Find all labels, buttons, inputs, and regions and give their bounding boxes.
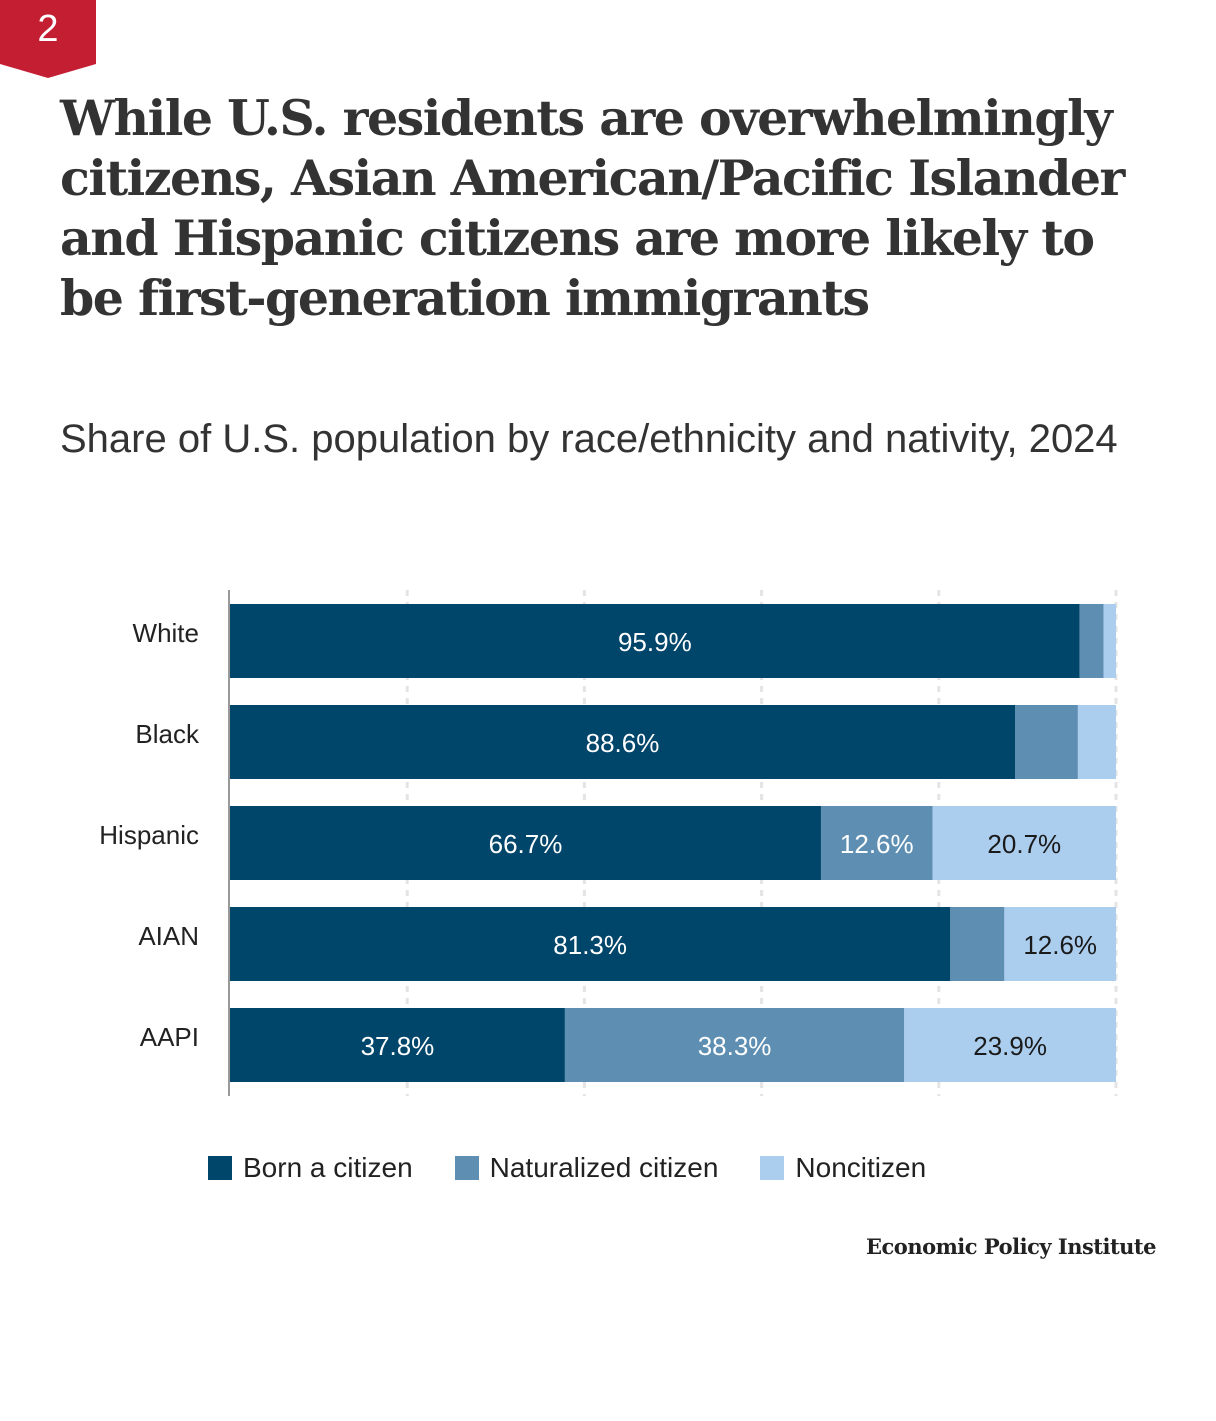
data-label: 12.6%	[840, 829, 914, 859]
bar-segment-noncitizen	[1077, 705, 1116, 779]
legend-item-naturalized: Naturalized citizen	[454, 1152, 719, 1184]
bar-segment-noncitizen	[932, 806, 1116, 880]
legend-label-born: Born a citizen	[243, 1152, 413, 1183]
category-label: Black	[135, 719, 200, 749]
bar-segment-naturalized-citizen	[950, 907, 1005, 981]
legend-swatch-noncitizen	[760, 1156, 785, 1180]
bar-segment-naturalized-citizen	[564, 1008, 905, 1082]
badge-shape-icon	[0, 0, 96, 78]
legend-item-noncitizen: Noncitizen	[760, 1152, 926, 1184]
legend: Born a citizen Naturalized citizen Nonci…	[208, 1152, 968, 1184]
legend-label-naturalized: Naturalized citizen	[489, 1152, 719, 1183]
data-label: 81.3%	[553, 930, 627, 960]
chart-title: While U.S. residents are overwhelmingly …	[60, 89, 1125, 327]
legend-swatch-naturalized	[454, 1156, 479, 1180]
bar-segment-noncitizen	[1004, 907, 1116, 981]
bar-segment-born-a-citizen	[230, 806, 821, 880]
bar-segment-born-a-citizen	[230, 705, 1015, 779]
data-label: 38.3%	[698, 1031, 772, 1061]
bar-segment-noncitizen	[1103, 604, 1116, 678]
data-label: 20.7%	[987, 829, 1061, 859]
category-label: White	[133, 618, 199, 648]
bar-segment-naturalized-citizen	[1079, 604, 1104, 678]
data-label: 95.9%	[618, 627, 692, 657]
bar-segment-noncitizen	[904, 1008, 1116, 1082]
category-label: Hispanic	[99, 820, 199, 850]
bar-segment-naturalized-citizen	[1014, 705, 1078, 779]
data-label: 37.8%	[361, 1031, 435, 1061]
data-label: 66.7%	[489, 829, 563, 859]
source-credit: Economic Policy Institute	[866, 1234, 1156, 1259]
figure-number-badge: 2	[0, 0, 96, 80]
bar-segment-born-a-citizen	[230, 907, 951, 981]
bar-segment-born-a-citizen	[230, 604, 1080, 678]
data-label: 12.6%	[1023, 930, 1097, 960]
bar-segment-naturalized-citizen	[820, 806, 933, 880]
figure-number: 2	[37, 8, 59, 50]
data-label: 88.6%	[586, 728, 660, 758]
legend-item-born: Born a citizen	[208, 1152, 413, 1184]
bar-segment-born-a-citizen	[230, 1008, 565, 1082]
legend-label-noncitizen: Noncitizen	[795, 1152, 927, 1183]
category-label: AAPI	[140, 1022, 199, 1052]
category-label: AIAN	[138, 921, 199, 951]
legend-swatch-born	[208, 1156, 232, 1180]
stacked-bar-chart: White 95.9% Black 88.6% Hispanic 66.7% 12.6% 20…	[99, 590, 1118, 1096]
chart-subtitle: Share of U.S. population by race/ethnici…	[60, 417, 1118, 461]
data-label: 23.9%	[973, 1031, 1047, 1061]
